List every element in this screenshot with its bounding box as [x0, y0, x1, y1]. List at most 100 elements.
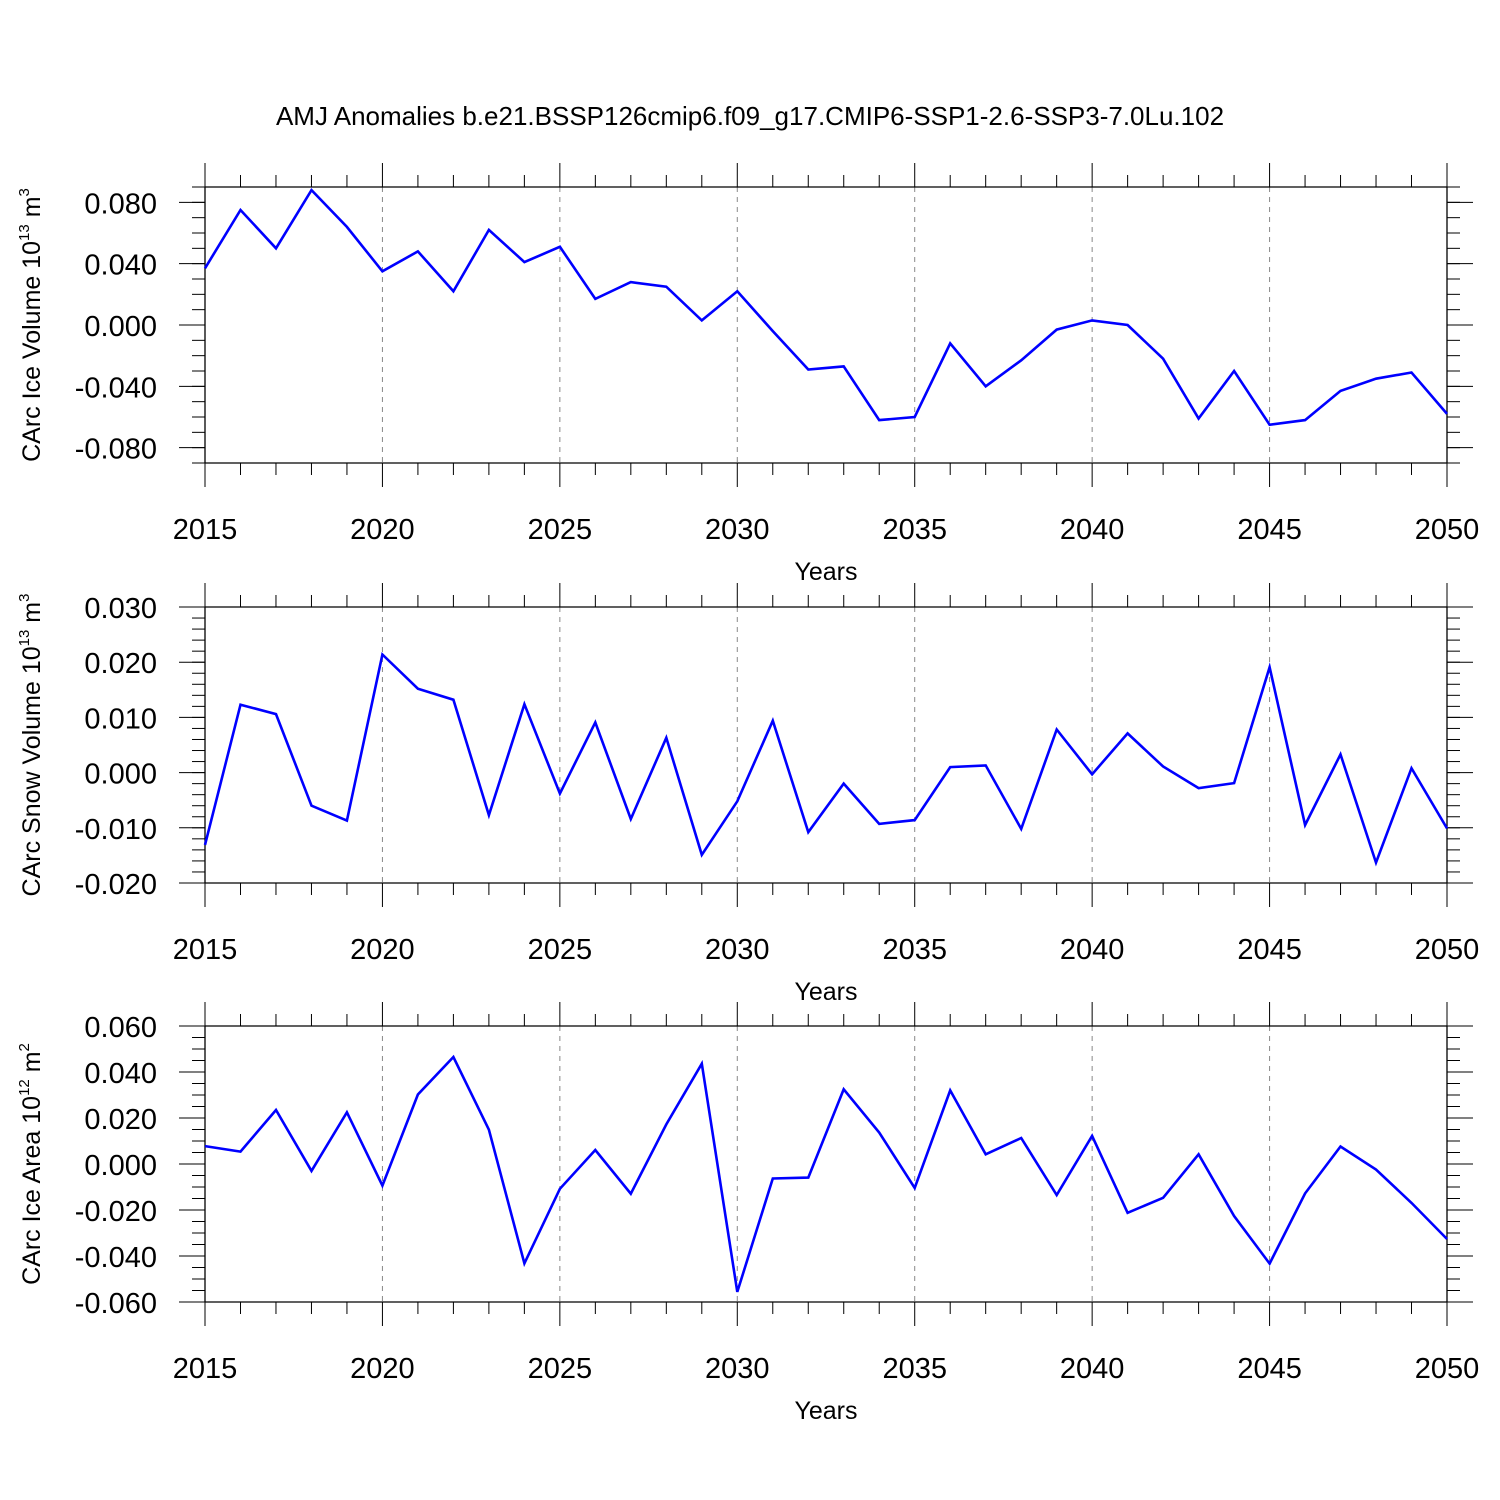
data-point	[842, 782, 846, 786]
data-point	[1197, 786, 1201, 790]
data-point	[877, 1131, 881, 1135]
x-tick-label: 2020	[350, 934, 415, 966]
y-tick-label: -0.020	[75, 1196, 157, 1228]
x-tick-label: 2040	[1060, 934, 1125, 966]
y-axis-label-exponent: 12	[16, 1079, 33, 1096]
y-axis-label: CArc Ice Area 1012 m2	[16, 1043, 46, 1285]
data-point	[1303, 823, 1307, 827]
data-point	[771, 1177, 775, 1181]
data-point	[842, 364, 846, 368]
data-point	[310, 188, 314, 192]
x-tick-label: 2020	[350, 1353, 415, 1385]
x-tick-label: 2050	[1415, 514, 1480, 546]
data-point	[1197, 1152, 1201, 1156]
series-line	[203, 187, 1448, 427]
data-point	[310, 1169, 314, 1173]
x-tick-label: 2045	[1237, 514, 1302, 546]
y-axis-label-exponent: 13	[16, 630, 33, 647]
x-tick-label: 2045	[1237, 934, 1302, 966]
y-tick-label: 0.020	[84, 648, 157, 680]
data-point	[664, 285, 668, 289]
data-point	[380, 269, 384, 273]
data-point	[274, 712, 278, 716]
data-point	[771, 719, 775, 723]
data-point	[1232, 781, 1236, 785]
x-tick-label: 2035	[882, 934, 947, 966]
series-line	[203, 651, 1449, 867]
data-point	[451, 1055, 455, 1059]
data-point	[380, 1184, 384, 1188]
y-axis-label: CArc Ice Volume 1013 m3	[16, 188, 46, 462]
y-tick-label: 0.000	[84, 1150, 157, 1182]
data-point	[806, 1176, 810, 1180]
x-tick-label: 2030	[705, 1353, 770, 1385]
y-axis-label-unit: m	[18, 1051, 46, 1079]
x-tick-label: 2040	[1060, 514, 1125, 546]
data-point	[1090, 318, 1094, 322]
x-axis-label: Years	[794, 1397, 857, 1425]
y-axis-label-exponent: 13	[16, 224, 33, 241]
data-point	[984, 384, 988, 388]
y-axis-label-text: CArc Ice Area 10	[18, 1096, 46, 1285]
data-point	[487, 228, 491, 232]
data-point	[700, 318, 704, 322]
data-point	[1126, 1211, 1130, 1215]
data-point	[1232, 1214, 1236, 1218]
y-tick-label: -0.040	[75, 1242, 157, 1274]
data-point	[451, 289, 455, 293]
y-tick-label: 0.040	[84, 1058, 157, 1090]
data-point	[1055, 328, 1059, 332]
data-point	[1019, 827, 1023, 831]
data-point	[487, 813, 491, 817]
data-point	[1161, 1196, 1165, 1200]
data-point	[1374, 377, 1378, 381]
data-point	[1019, 1136, 1023, 1140]
data-point	[380, 653, 384, 657]
data-point	[1374, 1168, 1378, 1172]
y-tick-label: 0.030	[84, 593, 157, 625]
y-tick-label: -0.010	[75, 814, 157, 846]
data-point	[1268, 1262, 1272, 1266]
data-point	[771, 329, 775, 333]
data-point	[1055, 728, 1059, 732]
data-point	[1339, 1145, 1343, 1149]
data-point	[700, 853, 704, 857]
data-point	[1268, 665, 1272, 669]
data-point	[203, 843, 207, 847]
data-point	[1339, 389, 1343, 393]
x-tick-label: 2025	[528, 514, 593, 546]
figure-title: AMJ Anomalies b.e21.BSSP126cmip6.f09_g17…	[276, 101, 1224, 131]
y-tick-label: -0.040	[75, 372, 157, 404]
y-axis-label-unit-exponent: 3	[16, 594, 33, 602]
data-point	[1374, 861, 1378, 865]
data-point	[984, 763, 988, 767]
x-tick-label: 2035	[882, 1353, 947, 1385]
x-tick-label: 2045	[1237, 1353, 1302, 1385]
data-point	[345, 225, 349, 229]
data-point	[1232, 369, 1236, 373]
y-tick-label: 0.040	[84, 250, 157, 282]
panels: -0.080 -0.040 0.000 0.040 0.080 2015 2020 2025 2…	[16, 163, 1479, 1425]
data-point	[629, 1192, 633, 1196]
y-axis-label-unit: m	[18, 196, 46, 224]
data-point	[593, 720, 597, 724]
y-tick-label: 0.060	[84, 1012, 157, 1044]
y-tick-label: 0.080	[84, 188, 157, 220]
data-point	[1445, 826, 1449, 830]
x-tick-label: 2025	[528, 934, 593, 966]
data-point	[416, 1093, 420, 1097]
x-tick-label: 2050	[1415, 934, 1480, 966]
data-point	[416, 687, 420, 691]
data-point	[274, 246, 278, 250]
data-point	[735, 289, 739, 293]
data-point	[310, 804, 314, 808]
data-point	[913, 1186, 917, 1190]
data-point	[664, 736, 668, 740]
data-point	[274, 1108, 278, 1112]
data-point	[1126, 323, 1130, 327]
data-point	[1197, 417, 1201, 421]
data-point	[948, 341, 952, 345]
y-axis-label: CArc Snow Volume 1013 m3	[16, 594, 46, 897]
y-axis-label-unit-exponent: 2	[16, 1043, 33, 1051]
data-point	[664, 1122, 668, 1126]
